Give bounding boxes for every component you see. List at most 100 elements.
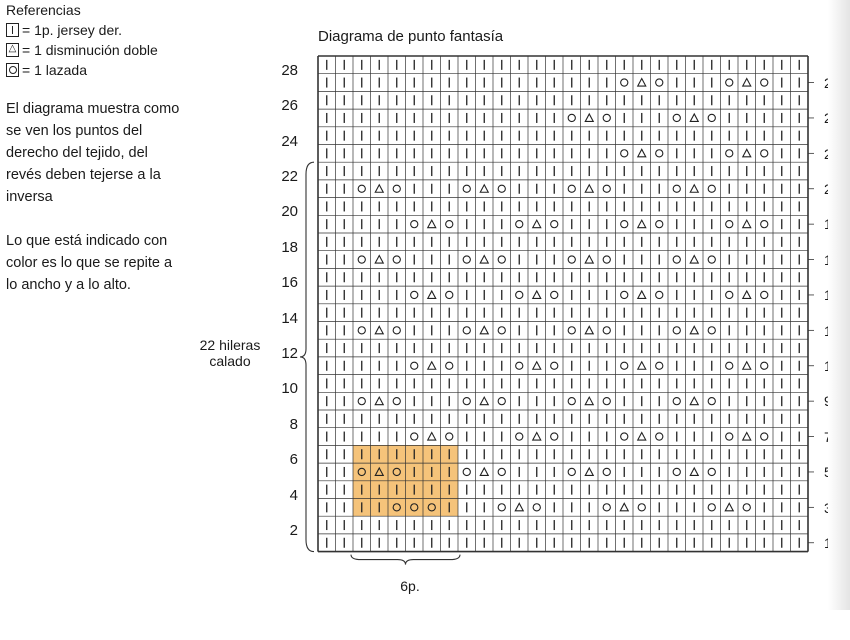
double-decrease-mark [584, 183, 595, 193]
yarn-over-mark [707, 113, 716, 123]
yarn-over-mark [462, 467, 471, 477]
legend-item-decrease: = 1 disminución doble [6, 40, 196, 60]
yarn-over-mark [427, 503, 436, 512]
double-decrease-mark [374, 395, 385, 406]
left-row-label: 28 [281, 61, 298, 79]
yarn-over-mark [707, 396, 716, 406]
yarn-over-mark [550, 361, 559, 370]
right-row-label: 9 [824, 393, 832, 409]
description-text: El diagrama muestra como se ven los punt… [6, 101, 180, 205]
left-row-label: 20 [281, 203, 298, 221]
double-decrease-mark [584, 112, 595, 122]
yarn-over-mark [462, 184, 471, 193]
double-decrease-mark [636, 289, 647, 299]
yarn-over-mark [532, 503, 541, 512]
yarn-over-mark [410, 361, 419, 370]
double-decrease-mark [479, 325, 490, 335]
yarn-over-mark [602, 113, 611, 123]
yarn-over-mark [392, 503, 401, 512]
left-row-label: 22 [281, 167, 298, 185]
yarn-over-mark [357, 326, 366, 335]
yarn-over-mark [760, 432, 769, 441]
yarn-over-mark [445, 290, 454, 300]
yarn-over-mark [655, 290, 664, 300]
double-decrease-mark [531, 218, 542, 229]
yarn-over-mark [392, 326, 401, 335]
left-row-label: 4 [289, 486, 298, 504]
legend-label-yarnover: = 1 lazada [22, 62, 87, 78]
right-row-label: 3 [824, 500, 832, 516]
yarn-over-mark [760, 149, 769, 158]
double-decrease-mark [689, 183, 700, 193]
yarn-over-mark [707, 326, 716, 335]
double-decrease-mark [531, 431, 542, 441]
yarn-over-mark [410, 219, 419, 229]
yarn-over-mark [567, 326, 576, 335]
double-decrease-mark [689, 466, 700, 476]
double-decrease-mark [426, 431, 437, 441]
yarn-over-mark [550, 432, 559, 441]
double-decrease-mark [584, 466, 595, 476]
yarn-over-mark [620, 432, 629, 441]
double-decrease-mark [689, 325, 700, 335]
yarn-over-mark [602, 467, 611, 477]
yarn-over-mark [462, 396, 471, 406]
page-edge-shadow [828, 0, 850, 610]
double-decrease-mark [741, 431, 752, 441]
yarn-over-mark [497, 255, 506, 264]
double-decrease-mark [584, 395, 595, 406]
yarn-over-mark [357, 255, 366, 264]
yarn-over-mark [760, 361, 769, 370]
right-row-label: 1 [824, 535, 832, 551]
yarn-over-mark [550, 219, 559, 229]
legend-heading: Referencias [6, 2, 81, 18]
yarn-over-mark [410, 503, 419, 512]
yarn-over-mark [392, 255, 401, 264]
left-row-label: 14 [281, 309, 298, 327]
yarn-over-mark [497, 396, 506, 406]
repeat-note-text: Lo que está indicado con color es lo que… [6, 233, 173, 293]
yarn-over-mark [602, 326, 611, 335]
rows-bracket [299, 161, 315, 553]
yarn-over-mark [637, 503, 646, 512]
yarn-over-mark [760, 78, 769, 87]
yarn-over-mark [567, 396, 576, 406]
yarn-over-mark [672, 113, 681, 123]
double-decrease-mark [636, 218, 647, 229]
yarn-over-mark [410, 432, 419, 441]
yarn-over-mark [567, 255, 576, 264]
left-row-label: 12 [281, 344, 298, 362]
yarn-over-mark [550, 290, 559, 300]
double-decrease-mark [374, 325, 385, 335]
yarn-over-mark [445, 219, 454, 229]
left-row-label: 16 [281, 274, 298, 292]
double-decrease-mark [636, 77, 647, 87]
yarn-over-mark [602, 255, 611, 264]
double-decrease-mark [741, 77, 752, 87]
double-decrease-mark [374, 183, 385, 193]
double-decrease-mark [426, 360, 437, 370]
yarn-over-mark [672, 255, 681, 264]
double-decrease-mark [426, 218, 437, 229]
repeat-bracket [350, 554, 461, 565]
double-decrease-mark [636, 360, 647, 370]
left-row-label: 10 [281, 380, 298, 398]
double-decrease-mark [741, 360, 752, 370]
yarn-over-mark [672, 326, 681, 335]
legend-item-knit: = 1p. jersey der. [6, 20, 196, 40]
yarn-over-mark [725, 290, 734, 300]
left-row-label: 24 [281, 132, 298, 150]
yarn-over-mark [515, 219, 524, 229]
yarn-over-mark [760, 219, 769, 229]
yarn-over-mark [655, 149, 664, 158]
yarn-over-mark [672, 396, 681, 406]
double-decrease-mark [514, 502, 525, 512]
double-decrease-mark [479, 183, 490, 193]
repeat-width-label: 6p. [400, 578, 420, 594]
knit-symbol-icon [6, 23, 19, 37]
yarn-over-mark [497, 467, 506, 477]
yarn-over-mark [725, 149, 734, 158]
yarn-over-mark [515, 290, 524, 300]
yarn-over-mark [620, 290, 629, 300]
